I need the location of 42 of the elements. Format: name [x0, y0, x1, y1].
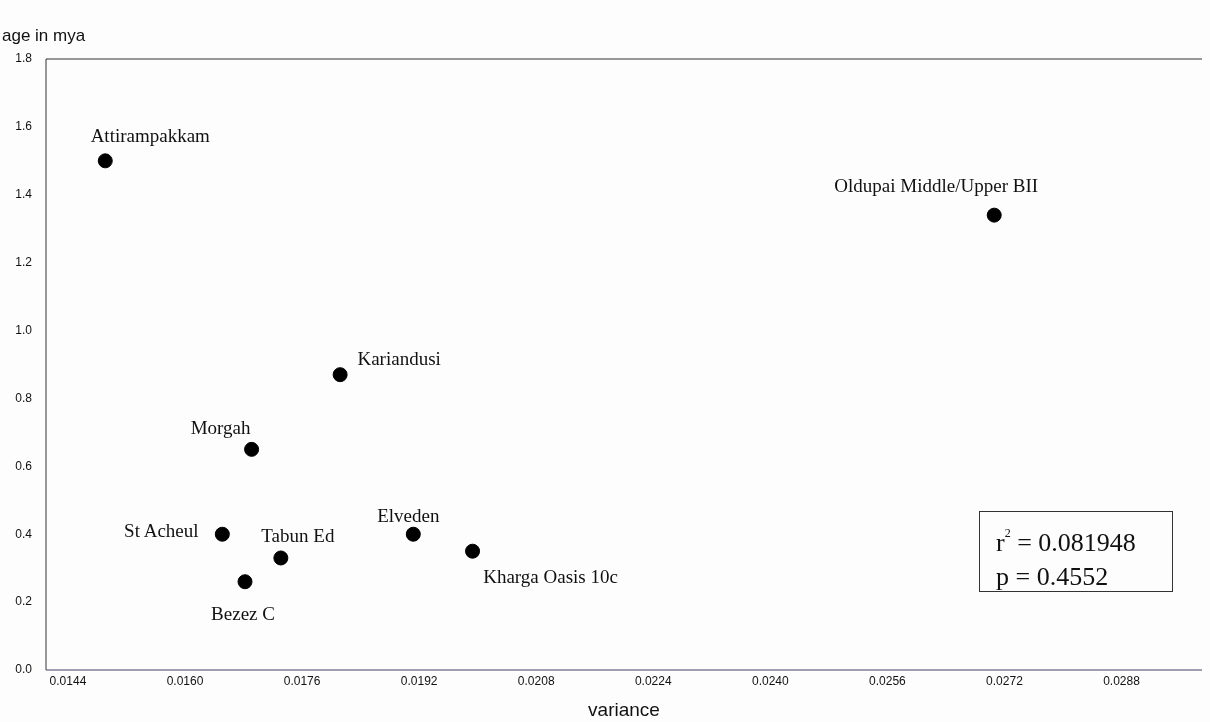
x-axis-title: variance	[588, 698, 660, 720]
annotation: Elveden	[377, 505, 440, 527]
annotation: Attirampakkam	[90, 124, 211, 146]
point	[237, 574, 253, 590]
point	[405, 526, 421, 542]
y-tick-label: 1.2	[15, 254, 33, 269]
annotation: r$^{2}$ = 0.081948	[996, 526, 1136, 557]
y-tick-label: 1.6	[15, 119, 33, 134]
annotation: Tabun Ed	[261, 524, 335, 546]
x-tick-label: 0.0272	[986, 673, 1024, 688]
annotation: Morgah	[190, 417, 251, 439]
annotation: p = 0.4552	[996, 562, 1109, 591]
y-tick-label: 0.8	[15, 390, 33, 405]
x-tick-label: 0.0160	[166, 673, 204, 688]
y-tick-label: 1.4	[15, 187, 33, 202]
x-tick-label: 0.0256	[869, 673, 907, 688]
x-tick-label: 0.0192	[400, 673, 438, 688]
y-tick-label: 0.0	[15, 662, 33, 677]
x-tick-label: 0.0208	[517, 673, 555, 688]
point	[244, 441, 260, 457]
x-tick-label: 0.0224	[634, 673, 672, 688]
annotation: St Acheul	[124, 520, 199, 542]
point	[986, 207, 1002, 223]
point	[332, 367, 348, 383]
y-tick-label: 1.8	[15, 51, 33, 66]
point	[97, 153, 113, 169]
x-tick-label: 0.0144	[49, 673, 87, 688]
annotation: Kharga Oasis 10c	[483, 566, 618, 588]
annotation: Kariandusi	[357, 347, 441, 369]
y-tick-label: 0.4	[15, 526, 33, 541]
y-axis-title: age in mya	[2, 26, 86, 46]
point	[214, 526, 230, 542]
point	[465, 543, 481, 559]
x-tick-label: 0.0240	[751, 673, 790, 688]
x-tick-label: 0.0288	[1103, 673, 1141, 688]
annotation: Bezez C	[211, 602, 275, 624]
x-tick-label: 0.0176	[283, 673, 321, 688]
point	[273, 550, 289, 566]
annotation: Oldupai Middle/Upper BII	[834, 175, 1039, 197]
y-tick-label: 0.2	[15, 594, 33, 609]
y-tick-label: 0.6	[15, 458, 33, 473]
y-tick-label: 1.0	[15, 322, 33, 337]
